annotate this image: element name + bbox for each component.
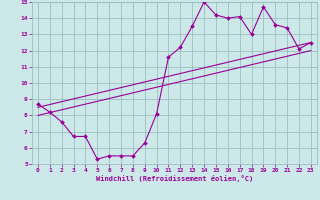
X-axis label: Windchill (Refroidissement éolien,°C): Windchill (Refroidissement éolien,°C) <box>96 175 253 182</box>
